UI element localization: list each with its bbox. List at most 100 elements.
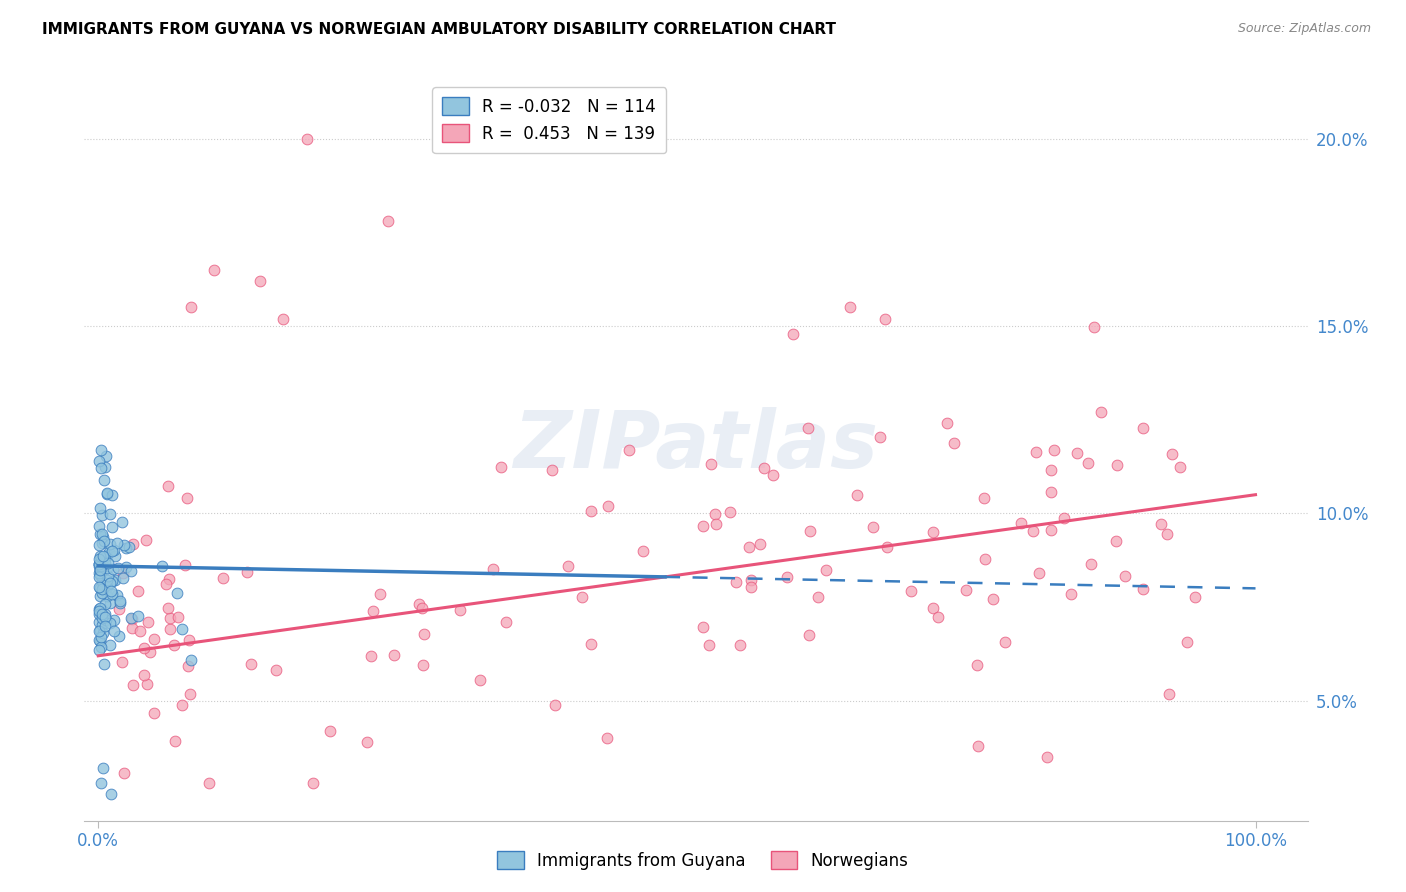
Point — [93, 609, 115, 624]
Point — [782, 326, 804, 341]
Point — [302, 776, 325, 790]
Point — [596, 731, 619, 746]
Point — [807, 590, 830, 604]
Point — [1025, 445, 1047, 459]
Point — [180, 653, 202, 667]
Point — [936, 416, 959, 430]
Point — [159, 622, 181, 636]
Point — [89, 623, 111, 637]
Point — [1053, 511, 1076, 525]
Point — [89, 549, 111, 563]
Text: Source: ZipAtlas.com: Source: ZipAtlas.com — [1237, 22, 1371, 36]
Point — [295, 132, 318, 146]
Point — [974, 551, 997, 566]
Point — [94, 460, 117, 475]
Point — [100, 788, 122, 802]
Point — [112, 765, 135, 780]
Point — [155, 577, 177, 591]
Point — [101, 520, 124, 534]
Point — [413, 627, 436, 641]
Point — [98, 638, 121, 652]
Point — [121, 537, 143, 551]
Point — [96, 589, 118, 603]
Point — [91, 761, 114, 775]
Point — [1156, 526, 1178, 541]
Point — [921, 601, 943, 615]
Point — [730, 639, 752, 653]
Point — [120, 610, 142, 624]
Point — [1175, 634, 1198, 648]
Point — [129, 624, 152, 639]
Point — [93, 473, 115, 487]
Point — [697, 638, 720, 652]
Point — [1066, 446, 1088, 460]
Point — [633, 543, 655, 558]
Point — [127, 583, 149, 598]
Point — [177, 658, 200, 673]
Point — [495, 615, 517, 629]
Point — [94, 549, 117, 564]
Point — [90, 461, 112, 475]
Point — [91, 574, 114, 589]
Point — [101, 587, 124, 601]
Point — [93, 578, 115, 592]
Point — [111, 655, 134, 669]
Point — [90, 508, 112, 522]
Point — [115, 559, 138, 574]
Point — [89, 557, 111, 571]
Point — [107, 561, 129, 575]
Point — [749, 537, 772, 551]
Point — [179, 633, 201, 648]
Point — [91, 527, 114, 541]
Point — [1090, 405, 1112, 419]
Point — [1157, 687, 1180, 701]
Point — [966, 739, 988, 753]
Point — [249, 274, 271, 288]
Point — [96, 486, 118, 500]
Point — [1022, 524, 1045, 538]
Point — [89, 642, 111, 657]
Point — [121, 612, 143, 626]
Point — [692, 619, 714, 633]
Point — [89, 566, 111, 580]
Point — [1184, 590, 1206, 604]
Point — [90, 630, 112, 644]
Point — [90, 586, 112, 600]
Point — [101, 488, 124, 502]
Text: IMMIGRANTS FROM GUYANA VS NORWEGIAN AMBULATORY DISABILITY CORRELATION CHART: IMMIGRANTS FROM GUYANA VS NORWEGIAN AMBU… — [42, 22, 837, 37]
Point — [97, 568, 120, 582]
Point — [103, 543, 125, 558]
Point — [94, 619, 117, 633]
Point — [96, 580, 118, 594]
Point — [136, 677, 159, 691]
Point — [236, 566, 259, 580]
Point — [943, 435, 966, 450]
Point — [411, 601, 433, 615]
Point — [89, 615, 111, 629]
Point — [93, 597, 115, 611]
Point — [1083, 319, 1105, 334]
Point — [127, 608, 149, 623]
Point — [90, 442, 112, 457]
Point — [96, 549, 118, 563]
Point — [489, 459, 512, 474]
Point — [197, 776, 219, 790]
Point — [107, 602, 129, 616]
Point — [172, 698, 194, 713]
Point — [704, 516, 727, 531]
Point — [135, 533, 157, 548]
Point — [90, 607, 112, 622]
Point — [103, 562, 125, 576]
Point — [700, 458, 723, 472]
Point — [482, 562, 505, 576]
Point — [98, 575, 121, 590]
Point — [318, 723, 340, 738]
Point — [180, 301, 202, 315]
Point — [89, 590, 111, 604]
Point — [1132, 582, 1154, 597]
Point — [97, 557, 120, 571]
Point — [101, 574, 124, 588]
Point — [96, 573, 118, 587]
Point — [104, 573, 127, 587]
Point — [176, 491, 198, 505]
